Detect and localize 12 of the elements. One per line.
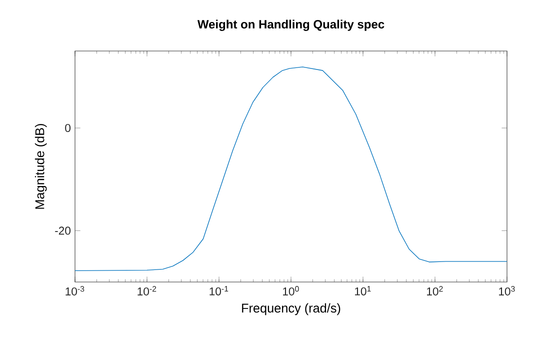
- x-tick-label: 10$^{0}$: [283, 286, 299, 296]
- x-tick-label: 10$^{1}$: [355, 286, 371, 296]
- y-tick-label: -20: [55, 226, 71, 235]
- y-tick-label: 0: [65, 124, 71, 132]
- x-tick-label: 10$^{-2}$: [138, 286, 156, 296]
- x-tick-label: 10$^{-3}$: [66, 286, 84, 296]
- x-tick-label: 10$^{3}$: [499, 286, 515, 296]
- y-axis-title: Magnitude (dB): [34, 124, 47, 209]
- x-tick-label: 10$^{-1}$: [210, 286, 228, 296]
- x-axis-title: Frequency (rad/s): [242, 303, 340, 316]
- chart-title: Weight on Handling Quality spec: [197, 20, 384, 31]
- x-tick-label: 10$^{2}$: [427, 286, 443, 296]
